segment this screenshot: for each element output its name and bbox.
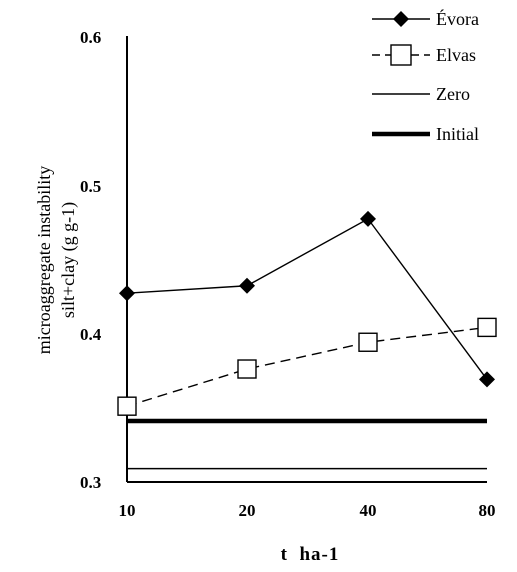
data-point-elvas-0	[117, 396, 137, 416]
legend-marker-elvas	[390, 44, 412, 66]
legend-label-evora: Évora	[436, 8, 479, 29]
y-axis-title-line2: silt+clay (g g-1)	[58, 202, 79, 318]
data-point-evora-3	[479, 371, 495, 388]
y-tick-label-1: 0.4	[80, 325, 102, 344]
x-tick-label-3: 80	[479, 501, 496, 520]
data-point-evora-0	[119, 285, 135, 302]
legend: Évora Elvas Zero Initial	[372, 8, 479, 144]
y-tick-label-3: 0.6	[80, 28, 101, 47]
data-point-elvas-3	[477, 317, 497, 338]
data-point-elvas-2	[358, 332, 378, 352]
legend-marker-evora	[393, 11, 409, 27]
data-point-evora-2	[360, 210, 376, 227]
y-tick-label-2: 0.5	[80, 177, 101, 196]
legend-label-elvas: Elvas	[436, 45, 476, 65]
data-point-elvas-1	[237, 359, 257, 379]
x-axis-title: t ha-1	[281, 544, 340, 565]
x-tick-label-1: 20	[239, 501, 256, 520]
x-tick-label-0: 10	[119, 501, 136, 520]
series-markers	[117, 210, 497, 416]
x-tick-label-2: 40	[360, 501, 377, 520]
series-line-evora	[126, 217, 488, 380]
series-line-elvas	[126, 326, 488, 407]
legend-label-initial: Initial	[436, 124, 479, 144]
legend-label-zero: Zero	[436, 84, 470, 104]
data-point-evora-1	[239, 277, 255, 294]
y-tick-label-0: 0.3	[80, 473, 101, 492]
y-axis-title-line1: microaggregate instability	[34, 166, 54, 354]
